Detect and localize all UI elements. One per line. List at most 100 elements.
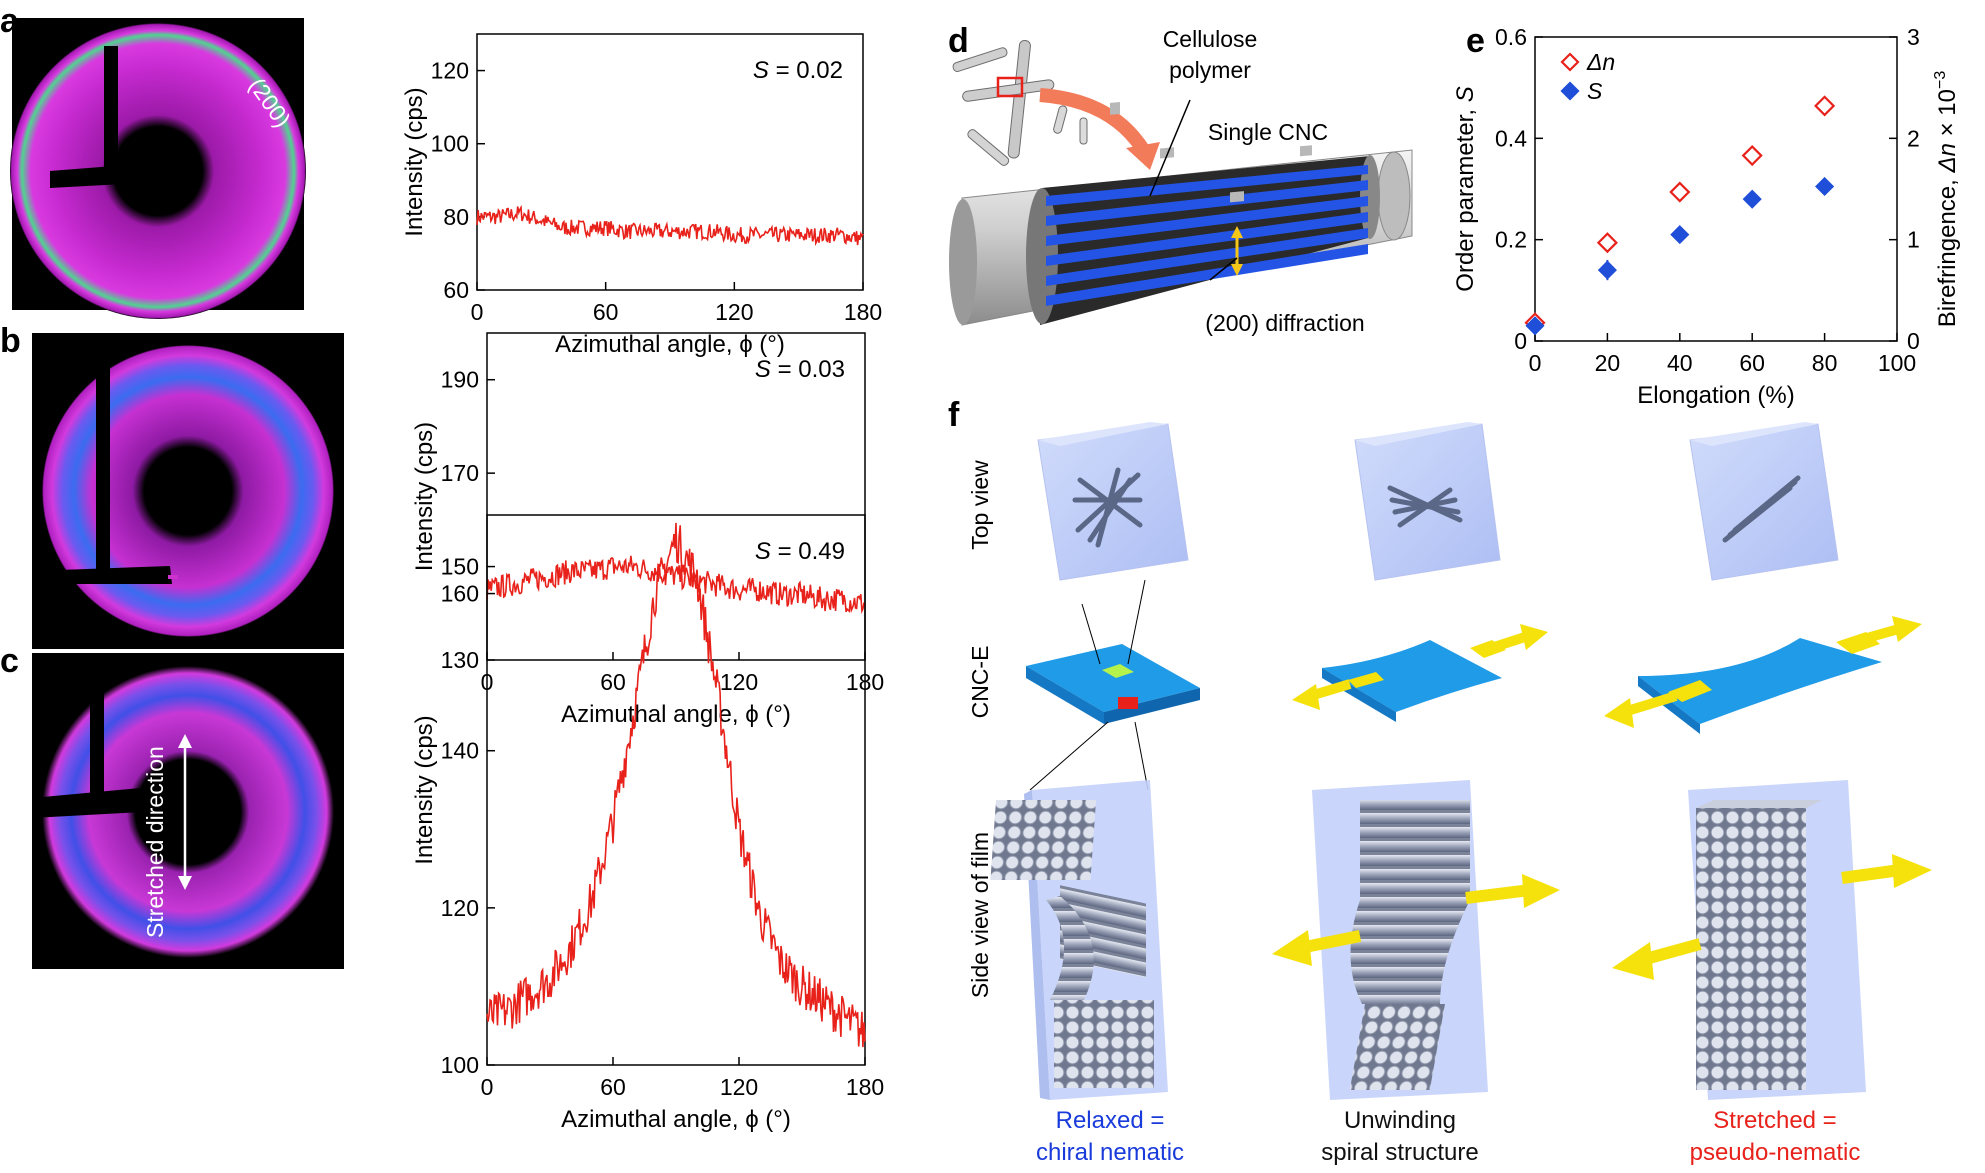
caption-stretched-line1: Stretched = — [1713, 1107, 1836, 1134]
data-point-s — [1597, 260, 1617, 280]
plot-frame — [486, 514, 866, 1066]
plot-frame — [476, 33, 864, 291]
order-parameter-annotation: S = 0.49 — [755, 538, 845, 565]
series-line-intensity — [486, 555, 866, 615]
caption-unwinding: Unwinding spiral structure — [1321, 1107, 1478, 1166]
y-tick-label: 170 — [441, 460, 479, 486]
x-tick-label: 0 — [471, 299, 484, 325]
x-tick-label: 180 — [844, 299, 882, 325]
row-label-top-view: Top view — [967, 460, 993, 550]
x-tick-label: 0 — [481, 1074, 494, 1100]
panel-label-e: e — [1466, 22, 1485, 60]
data-point-s — [1815, 176, 1835, 197]
y-tick-label: 0.6 — [1495, 24, 1527, 50]
panel-label-c: c — [0, 642, 19, 680]
side-view-unwinding — [1272, 780, 1560, 1100]
data-point-delta-n — [1596, 232, 1618, 254]
data-point-delta-n — [1669, 181, 1691, 203]
series-line-intensity — [486, 522, 866, 1048]
y-axis-label-right-exponent: −3 — [1932, 71, 1949, 89]
annotation-value: = 0.49 — [771, 538, 845, 565]
cnc-schematic: Cellulose polymer Single CNC (200) diffr… — [949, 26, 1413, 336]
y2-tick-label: 0 — [1907, 328, 1920, 354]
single-cnc-label: Single CNC — [1208, 119, 1328, 145]
row-label-side-view: Side view of film — [967, 832, 993, 998]
x-tick-label: 80 — [1812, 350, 1838, 376]
y-axis-label: Intensity (cps) — [401, 87, 428, 236]
x-axis-label: Azimuthal angle, ϕ (°) — [561, 701, 791, 728]
cellulose-polymer-label-line2: polymer — [1169, 57, 1251, 83]
x-tick-label: 0 — [1529, 350, 1542, 376]
diffraction-image-c: Stretched direction — [32, 653, 344, 969]
y-tick-label: 0.2 — [1495, 227, 1527, 253]
top-view-unwinding — [1354, 422, 1501, 581]
diffraction-image-b — [32, 333, 344, 649]
annotation-symbol: S — [755, 356, 771, 383]
y2-tick-label: 1 — [1907, 227, 1920, 253]
x-tick-label: 40 — [1667, 350, 1693, 376]
stretched-direction-label: Stretched direction — [142, 746, 168, 938]
x-axis-label: Azimuthal angle, ϕ (°) — [555, 331, 785, 358]
x-tick-label: 60 — [600, 1074, 626, 1100]
diffraction-image-a: (200) — [10, 18, 306, 319]
y-axis-label-left-prefix: Order parameter, — [1452, 102, 1479, 291]
data-point-delta-n — [1741, 145, 1763, 167]
y-axis-label: Intensity (cps) — [411, 422, 438, 571]
data-point-s — [1525, 316, 1545, 336]
y-tick-label: 80 — [443, 204, 469, 230]
y-tick-label: 120 — [431, 58, 469, 84]
y-axis-label-right-prefix: Birefringence, — [1934, 173, 1961, 328]
x-tick-label: 120 — [720, 669, 758, 695]
row-label-cnc-e: CNC-E — [967, 646, 993, 719]
x-tick-label: 120 — [720, 1074, 758, 1100]
plot-frame — [486, 332, 866, 661]
film-unwinding — [1292, 624, 1548, 722]
y-tick-label: 100 — [441, 1052, 479, 1078]
y-axis-label-right-symbol: Δn — [1934, 143, 1961, 173]
data-point-delta-n — [1814, 95, 1836, 117]
y2-tick-label: 2 — [1907, 125, 1920, 151]
caption-stretched: Stretched = pseudo-nematic — [1690, 1107, 1861, 1166]
caption-stretched-line2: pseudo-nematic — [1690, 1139, 1861, 1166]
x-tick-label: 20 — [1595, 350, 1621, 376]
annotation-symbol: S — [755, 538, 771, 565]
panel-label-f: f — [948, 396, 960, 434]
series-line-intensity — [476, 204, 864, 247]
y2-tick-label: 3 — [1907, 24, 1920, 50]
caption-relaxed-line2: chiral nematic — [1036, 1139, 1184, 1166]
annotation-value: = 0.03 — [771, 356, 845, 383]
y-tick-label: 100 — [431, 131, 469, 157]
film-relaxed — [1026, 579, 1200, 791]
legend-label-delta-n: Δn — [1586, 49, 1615, 75]
x-tick-label: 60 — [593, 299, 619, 325]
caption-unwinding-line2: spiral structure — [1321, 1139, 1478, 1166]
order-parameter-annotation: S = 0.03 — [755, 356, 845, 383]
y-axis-label-right-factor: × 10 — [1934, 89, 1961, 143]
y-tick-label: 140 — [441, 738, 479, 764]
y-axis-label-left: Order parameter, S — [1452, 86, 1479, 291]
y-tick-label: 120 — [441, 895, 479, 921]
top-view-stretched — [1689, 422, 1839, 581]
y-tick-label: 0.4 — [1495, 125, 1527, 151]
y-tick-label: 0 — [1514, 328, 1527, 354]
legend-marker-s — [1560, 81, 1580, 101]
y-axis-label-right: Birefringence, Δn × 10−3 — [1932, 71, 1961, 328]
x-tick-label: 180 — [846, 1074, 884, 1100]
panel-label-b: b — [0, 322, 21, 360]
y-tick-label: 150 — [441, 554, 479, 580]
x-tick-label: 120 — [715, 299, 753, 325]
x-tick-label: 100 — [1878, 350, 1916, 376]
order-parameter-annotation: S = 0.02 — [753, 57, 843, 84]
y-axis-label-left-symbol: S — [1452, 86, 1479, 102]
panel-label-d: d — [948, 22, 969, 60]
y-tick-label: 60 — [443, 277, 469, 303]
y-tick-label: 160 — [441, 581, 479, 607]
y-tick-label: 130 — [441, 647, 479, 673]
x-axis-label: Azimuthal angle, ϕ (°) — [561, 1106, 791, 1133]
y-tick-label: 190 — [441, 367, 479, 393]
film-stretched — [1604, 616, 1922, 734]
